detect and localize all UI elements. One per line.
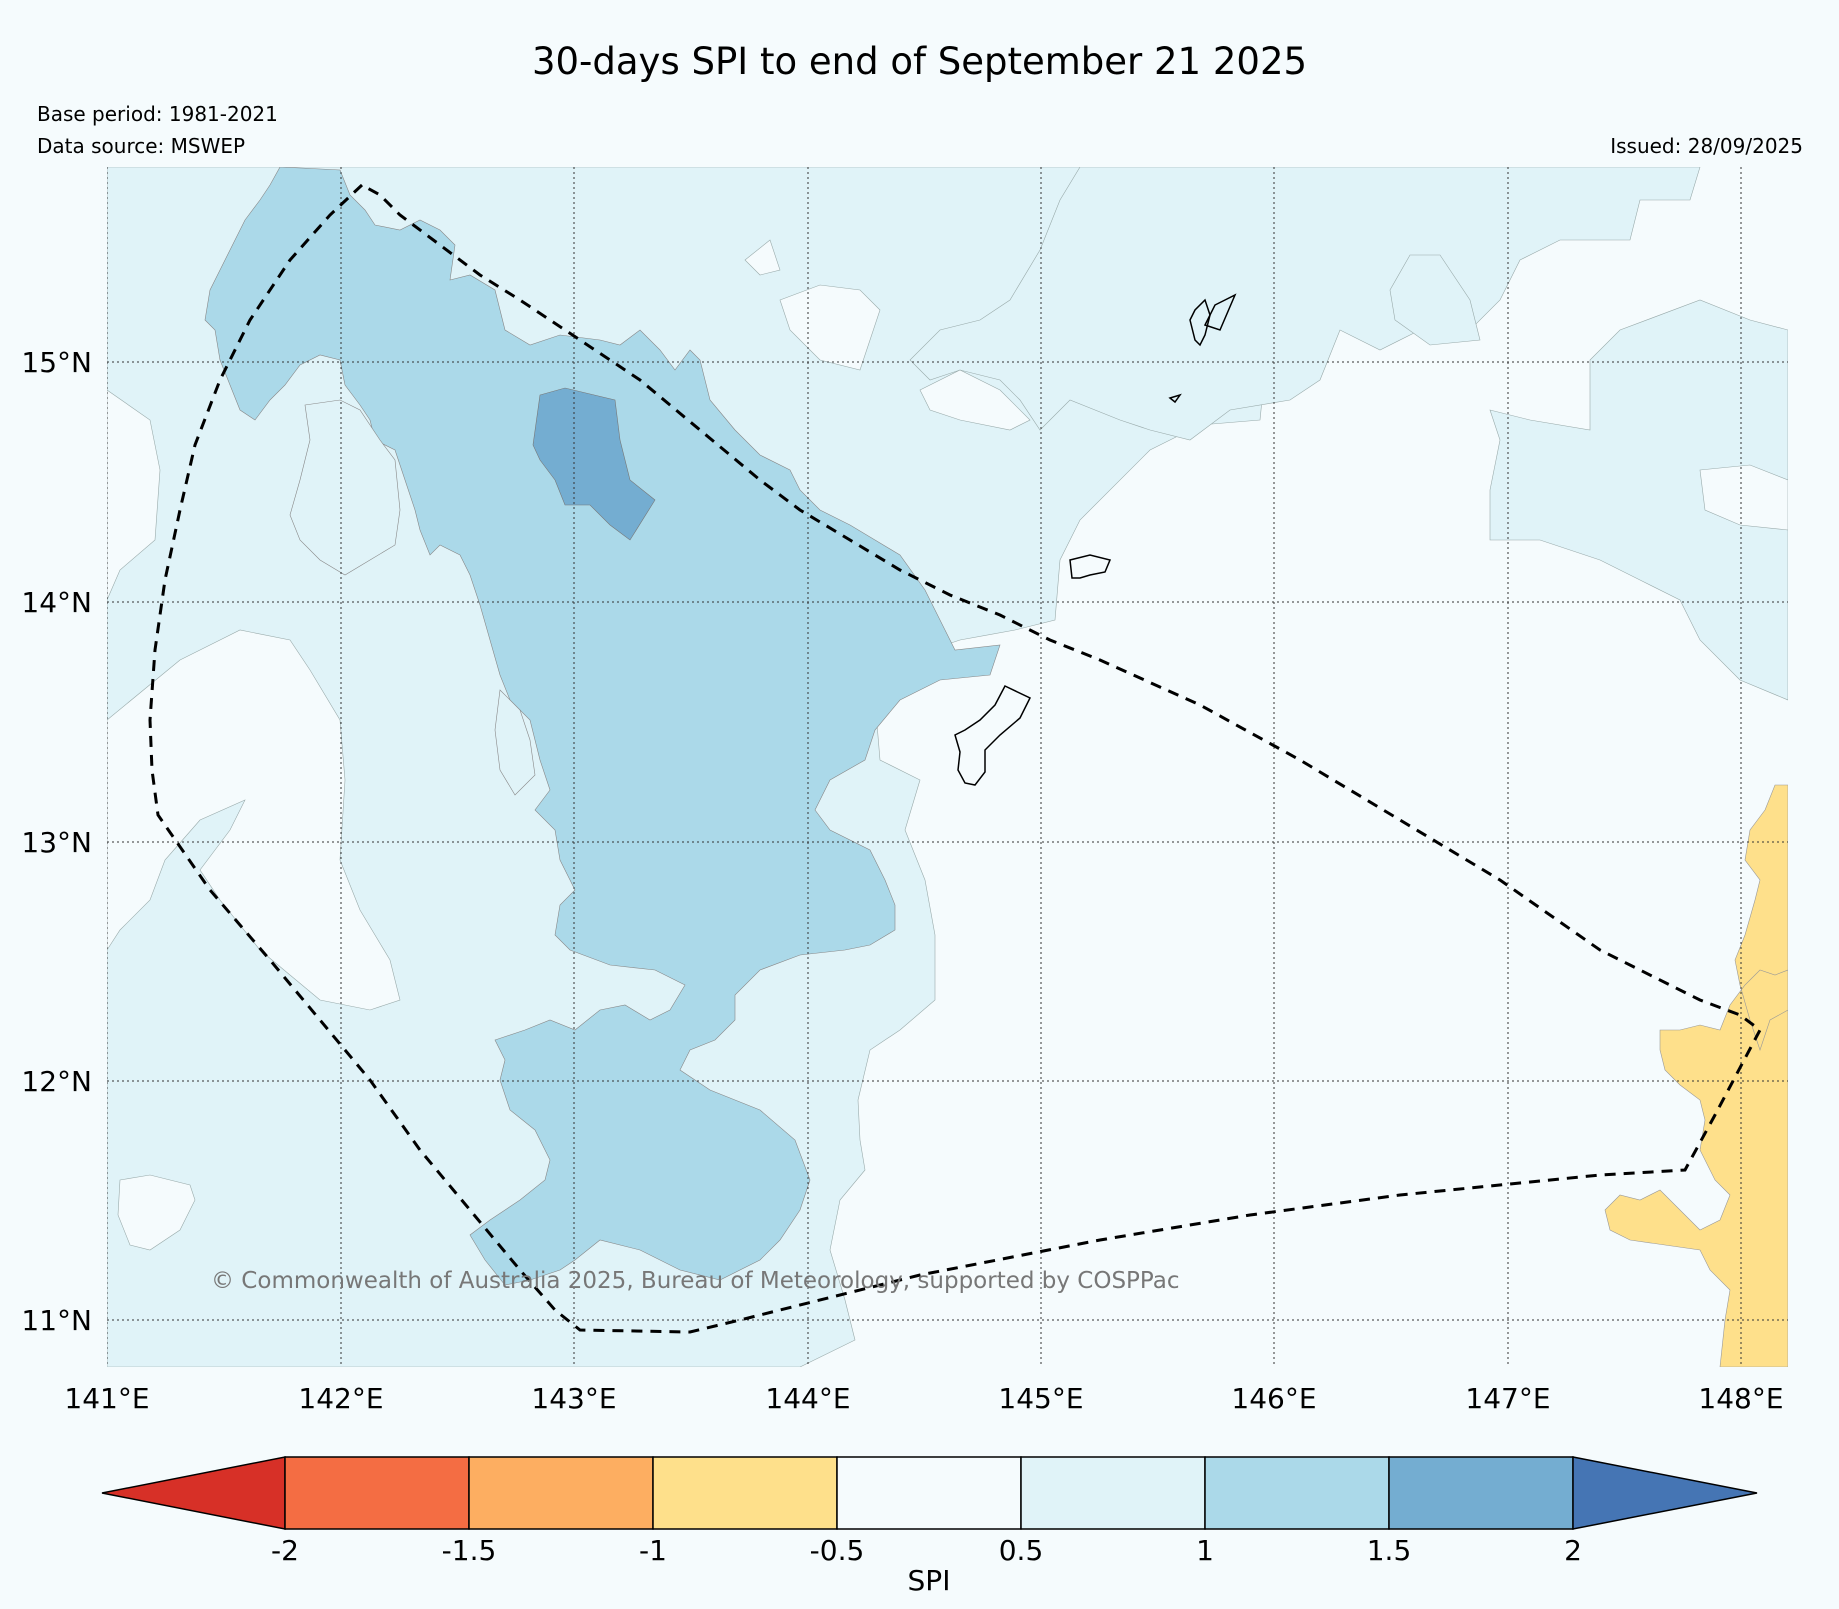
spi-1.5-2-region [532, 387, 656, 541]
longitude-tick-labels: 141°E 142°E 143°E 144°E 145°E 146°E 147°… [64, 1382, 1783, 1415]
lon-tick-142: 142°E [298, 1382, 383, 1415]
map-area: © Commonwealth of Australia 2025, Bureau… [107, 167, 1788, 1367]
colorbar [101, 1456, 1758, 1530]
colorbar-tick-labels: -2 -1.5 -1 -0.5 0.5 1 1.5 2 SPI [271, 1534, 1582, 1597]
aguijan-island [1203, 293, 1237, 331]
colorbar-bin-0 [284, 1456, 470, 1530]
lon-tick-148: 148°E [1698, 1382, 1783, 1415]
lat-tick-11: 11°N [21, 1304, 92, 1337]
colorbar-bin-1 [468, 1456, 654, 1530]
eez-boundary [148, 183, 1762, 1334]
data-source-label: Data source: MSWEP [37, 134, 246, 158]
spi-0.5-1-region-westlobe [289, 399, 401, 576]
spi-neg1-neg0.5-region [1604, 784, 1788, 1367]
spi-neutral-gap-north-2 [744, 239, 781, 276]
chart-title: 30-days SPI to end of September 21 2025 [531, 40, 1308, 83]
rota-island [1069, 554, 1112, 579]
colorbar-bin-3 [836, 1456, 1022, 1530]
spi-0.5-1-region-north [909, 167, 1701, 441]
lat-tick-12: 12°N [21, 1065, 92, 1098]
spi-neutral-gap-east-2 [1699, 464, 1788, 531]
base-period-label: Base period: 1981-2021 [37, 102, 278, 126]
colorbar-tick-7: 2 [1564, 1534, 1582, 1567]
colorbar-tick-2: -1 [639, 1534, 667, 1567]
colorbar-extend-low [101, 1456, 286, 1530]
lon-tick-145: 145°E [998, 1382, 1083, 1415]
copyright-watermark: © Commonwealth of Australia 2025, Bureau… [211, 1268, 1180, 1294]
spi-neutral-gap-southwest-small [117, 1174, 196, 1251]
colorbar-tick-4: 0.5 [999, 1534, 1044, 1567]
colorbar-bin-5 [1204, 1456, 1390, 1530]
colorbar-tick-0: -2 [271, 1534, 299, 1567]
spi-1-1.5-region [204, 167, 1001, 1286]
spi-neutral-gap-sw [107, 629, 401, 1011]
spi-neutral-gap-north [779, 284, 881, 371]
latitude-tick-labels: 11°N 12°N 13°N 14°N 15°N [21, 346, 92, 1337]
colorbar-bin-6 [1388, 1456, 1574, 1530]
lon-tick-146: 146°E [1231, 1382, 1316, 1415]
colorbar-tick-6: 1.5 [1367, 1534, 1412, 1567]
guam-island [954, 685, 1032, 786]
lat-tick-15: 15°N [21, 346, 92, 379]
colorbar-label: SPI [908, 1564, 951, 1597]
colorbar-extend-high [1572, 1456, 1758, 1530]
tinian-island [1168, 393, 1182, 404]
colorbar-bin-2 [652, 1456, 838, 1530]
lon-tick-141: 141°E [64, 1382, 149, 1415]
island-outlines [954, 293, 1237, 786]
lon-tick-147: 147°E [1465, 1382, 1550, 1415]
spi-neutral-gap-east-1 [919, 369, 1031, 431]
issued-date-label: Issued: 28/09/2025 [1610, 134, 1803, 158]
colorbar-tick-3: -0.5 [810, 1534, 865, 1567]
colorbar-tick-1: -1.5 [442, 1534, 497, 1567]
spi-0.5-1-region-east [1489, 299, 1788, 701]
colorbar-bin-4 [1020, 1456, 1206, 1530]
lon-tick-143: 143°E [531, 1382, 616, 1415]
gridlines [107, 167, 1788, 1367]
lat-tick-14: 14°N [21, 586, 92, 619]
colorbar-tick-5: 1 [1196, 1534, 1214, 1567]
spi-0.5-1-region-ne-small [1389, 254, 1481, 346]
lon-tick-144: 144°E [765, 1382, 850, 1415]
spi-0.5-1-region-sw-lobe [494, 689, 536, 796]
saipan-island [1189, 298, 1211, 347]
lat-tick-13: 13°N [21, 826, 92, 859]
spi-neutral-gap-west [107, 389, 161, 601]
